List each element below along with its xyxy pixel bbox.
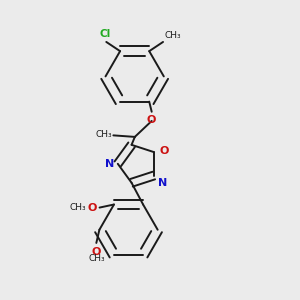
Text: CH₃: CH₃	[88, 254, 105, 263]
Text: CH₃: CH₃	[95, 130, 112, 139]
Text: CH₃: CH₃	[70, 203, 86, 212]
Text: O: O	[147, 116, 156, 125]
Text: O: O	[92, 247, 101, 256]
Text: N: N	[105, 159, 114, 169]
Text: Cl: Cl	[99, 29, 110, 40]
Text: N: N	[158, 178, 167, 188]
Text: O: O	[159, 146, 169, 156]
Text: O: O	[88, 202, 97, 213]
Text: CH₃: CH₃	[165, 32, 181, 40]
